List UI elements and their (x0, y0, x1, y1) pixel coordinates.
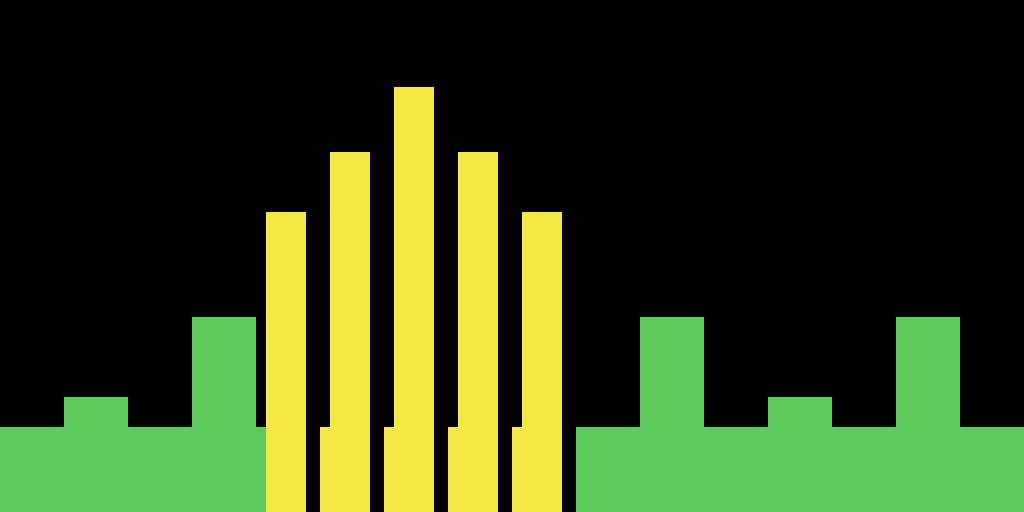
bar-12 (512, 427, 522, 512)
bar-17 (768, 397, 832, 512)
bar-20 (960, 427, 1024, 512)
bar-10 (448, 427, 458, 512)
bar-9 (394, 87, 434, 512)
bar-7 (330, 152, 370, 512)
bar-13 (522, 212, 562, 512)
bar-15 (640, 317, 704, 512)
bar-18 (832, 427, 896, 512)
bar-1 (64, 397, 128, 512)
bar-5 (266, 212, 306, 512)
bar-4 (256, 427, 266, 512)
bar-6 (320, 427, 330, 512)
bar-19 (896, 317, 960, 512)
bar-14 (576, 427, 640, 512)
bar-0 (0, 427, 64, 512)
bar-8 (384, 427, 394, 512)
bar-chart (0, 0, 1024, 512)
bar-2 (128, 427, 192, 512)
bar-3 (192, 317, 256, 512)
bar-11 (458, 152, 498, 512)
bar-16 (704, 427, 768, 512)
